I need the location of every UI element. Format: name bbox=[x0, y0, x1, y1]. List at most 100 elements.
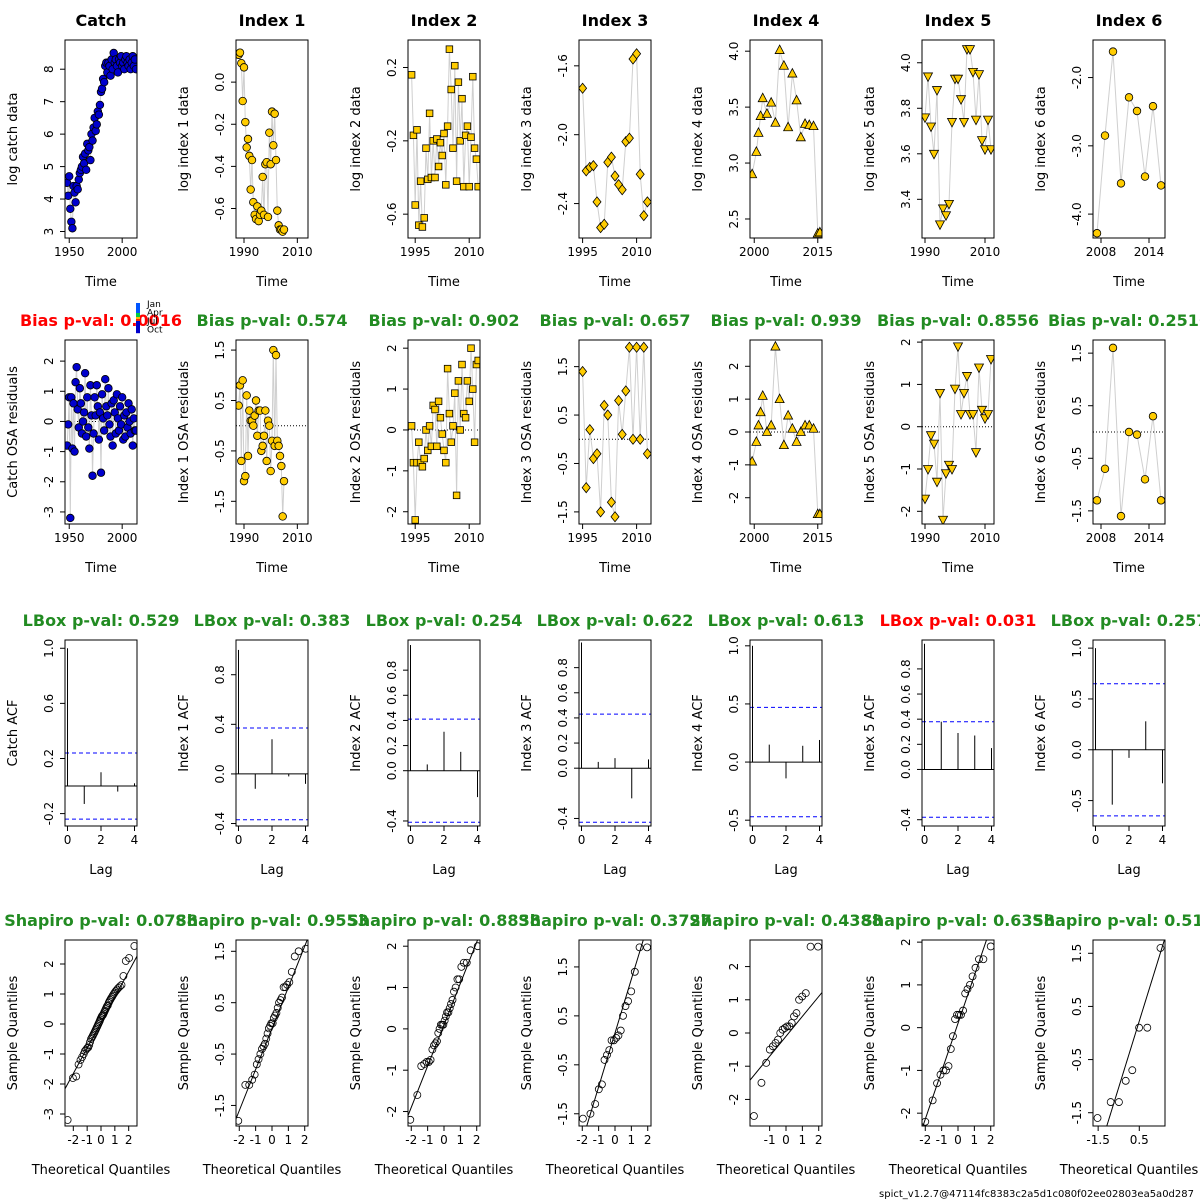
data-point bbox=[430, 1041, 438, 1050]
data-point bbox=[461, 413, 470, 422]
plot-area bbox=[408, 940, 480, 1124]
data-point bbox=[472, 155, 480, 163]
plot-area bbox=[922, 342, 994, 524]
y-tick-label: 1.0 bbox=[727, 636, 741, 655]
data-point bbox=[261, 1039, 269, 1048]
data-point bbox=[782, 409, 794, 420]
x-tick-label: -1 bbox=[593, 1133, 605, 1147]
y-axis-label: log index 3 data bbox=[520, 86, 535, 191]
data-point bbox=[131, 426, 137, 435]
x-tick-label: 2 bbox=[473, 1133, 481, 1147]
y-tick-label: 0.2 bbox=[385, 58, 399, 77]
data-point bbox=[639, 341, 649, 353]
data-point bbox=[605, 1046, 614, 1055]
data-point bbox=[246, 185, 255, 194]
x-tick-label: 2 bbox=[782, 833, 790, 847]
data-point bbox=[770, 116, 781, 127]
x-tick-label: 1990 bbox=[229, 531, 260, 545]
x-axis-label: Time bbox=[255, 561, 288, 576]
data-point bbox=[439, 1020, 448, 1029]
y-axis-label: Sample Quantiles bbox=[1034, 975, 1049, 1090]
x-tick-label: 2014 bbox=[1134, 531, 1165, 545]
legend-color-segment bbox=[136, 329, 140, 331]
data-point bbox=[90, 393, 99, 402]
data-point bbox=[285, 978, 294, 987]
x-tick-label: -2 bbox=[919, 1133, 931, 1147]
legend-color-segment bbox=[136, 309, 140, 311]
y-tick-label: 0.0 bbox=[1070, 740, 1084, 759]
y-tick-label: 1 bbox=[899, 981, 913, 989]
panel-title: Index 3 bbox=[582, 11, 649, 30]
y-tick-label: -2.4 bbox=[556, 192, 570, 215]
data-point bbox=[922, 1117, 930, 1126]
x-axis-label: Lag bbox=[260, 863, 283, 878]
data-point bbox=[599, 218, 609, 230]
data-point bbox=[792, 1009, 801, 1017]
data-point bbox=[445, 1004, 454, 1013]
x-tick-label: 2010 bbox=[454, 245, 485, 259]
data-point bbox=[242, 391, 251, 400]
data-point bbox=[277, 461, 286, 471]
x-axis-label: Lag bbox=[774, 863, 797, 878]
y-tick-label: -1.5 bbox=[1070, 1101, 1084, 1124]
y-axis-label: Sample Quantiles bbox=[6, 975, 21, 1090]
data-point bbox=[259, 431, 269, 440]
version-footer: spict_v1.2.7@47114fc8383c2a5d1c080f02ee0… bbox=[879, 1189, 1194, 1200]
data-point bbox=[635, 943, 644, 952]
data-point bbox=[955, 95, 967, 106]
y-tick-label: 0 bbox=[42, 1020, 56, 1028]
y-axis-label: Index 3 OSA residuals bbox=[520, 361, 535, 504]
panel-qq-idx4: Shapiro p-val: 0.4388 Theoretical Quantil… bbox=[689, 911, 883, 1178]
plot-frame bbox=[64, 339, 138, 525]
data-point bbox=[273, 1003, 282, 1012]
y-tick-label: -0.5 bbox=[213, 1042, 227, 1065]
data-point bbox=[976, 136, 988, 146]
data-point bbox=[610, 511, 620, 523]
x-tick-label: 0 bbox=[407, 833, 415, 847]
data-point bbox=[451, 983, 460, 992]
y-tick-label: -1 bbox=[385, 465, 399, 477]
data-point bbox=[70, 447, 79, 456]
x-axis-label: Time bbox=[427, 275, 460, 290]
data-point bbox=[236, 48, 245, 57]
data-point bbox=[922, 113, 931, 124]
data-point bbox=[275, 451, 285, 461]
y-tick-label: 0.5 bbox=[1070, 689, 1084, 708]
data-point bbox=[467, 344, 475, 352]
data-point bbox=[88, 136, 97, 145]
data-point bbox=[944, 1062, 953, 1071]
x-tick-label: 1995 bbox=[400, 531, 431, 545]
plot-frame bbox=[1092, 39, 1166, 239]
data-point bbox=[454, 78, 463, 86]
data-point bbox=[922, 465, 934, 475]
data-point bbox=[237, 456, 246, 466]
panel-data-catch: Catch Time log catch data 1950 2000 3 4 5 6 7 8 bbox=[6, 11, 138, 290]
data-point bbox=[83, 393, 92, 402]
data-point bbox=[585, 423, 595, 436]
panel-title: LBox p-val: 0.257 bbox=[1051, 611, 1200, 630]
panel-title: Catch bbox=[75, 11, 126, 30]
data-point bbox=[445, 409, 454, 418]
data-point bbox=[448, 996, 457, 1004]
x-tick-label: 2 bbox=[301, 1133, 309, 1147]
legend-color-segment bbox=[136, 331, 140, 333]
y-tick-label: -1.5 bbox=[1070, 499, 1084, 522]
data-point bbox=[266, 466, 275, 476]
data-point bbox=[619, 1011, 627, 1020]
data-point bbox=[931, 86, 943, 96]
data-point bbox=[750, 1112, 758, 1120]
x-tick-label: 1 bbox=[971, 1133, 979, 1147]
data-point bbox=[111, 987, 120, 995]
plot-area bbox=[579, 48, 651, 234]
series-line bbox=[582, 52, 648, 229]
data-point bbox=[942, 1066, 950, 1075]
panel-title: Shapiro p-val: 0.6358 bbox=[861, 911, 1055, 930]
panel-data-idx2: Index 2 Time log index 2 data 1995 2010 -0.6 -… bbox=[349, 11, 484, 290]
data-point bbox=[457, 962, 466, 971]
y-tick-label: 0 bbox=[42, 418, 56, 426]
data-point bbox=[278, 993, 286, 1002]
legend-color-segment bbox=[136, 324, 140, 326]
data-point bbox=[238, 376, 247, 385]
y-tick-label: 0.0 bbox=[385, 761, 399, 780]
y-tick-label: -2 bbox=[42, 1078, 56, 1090]
